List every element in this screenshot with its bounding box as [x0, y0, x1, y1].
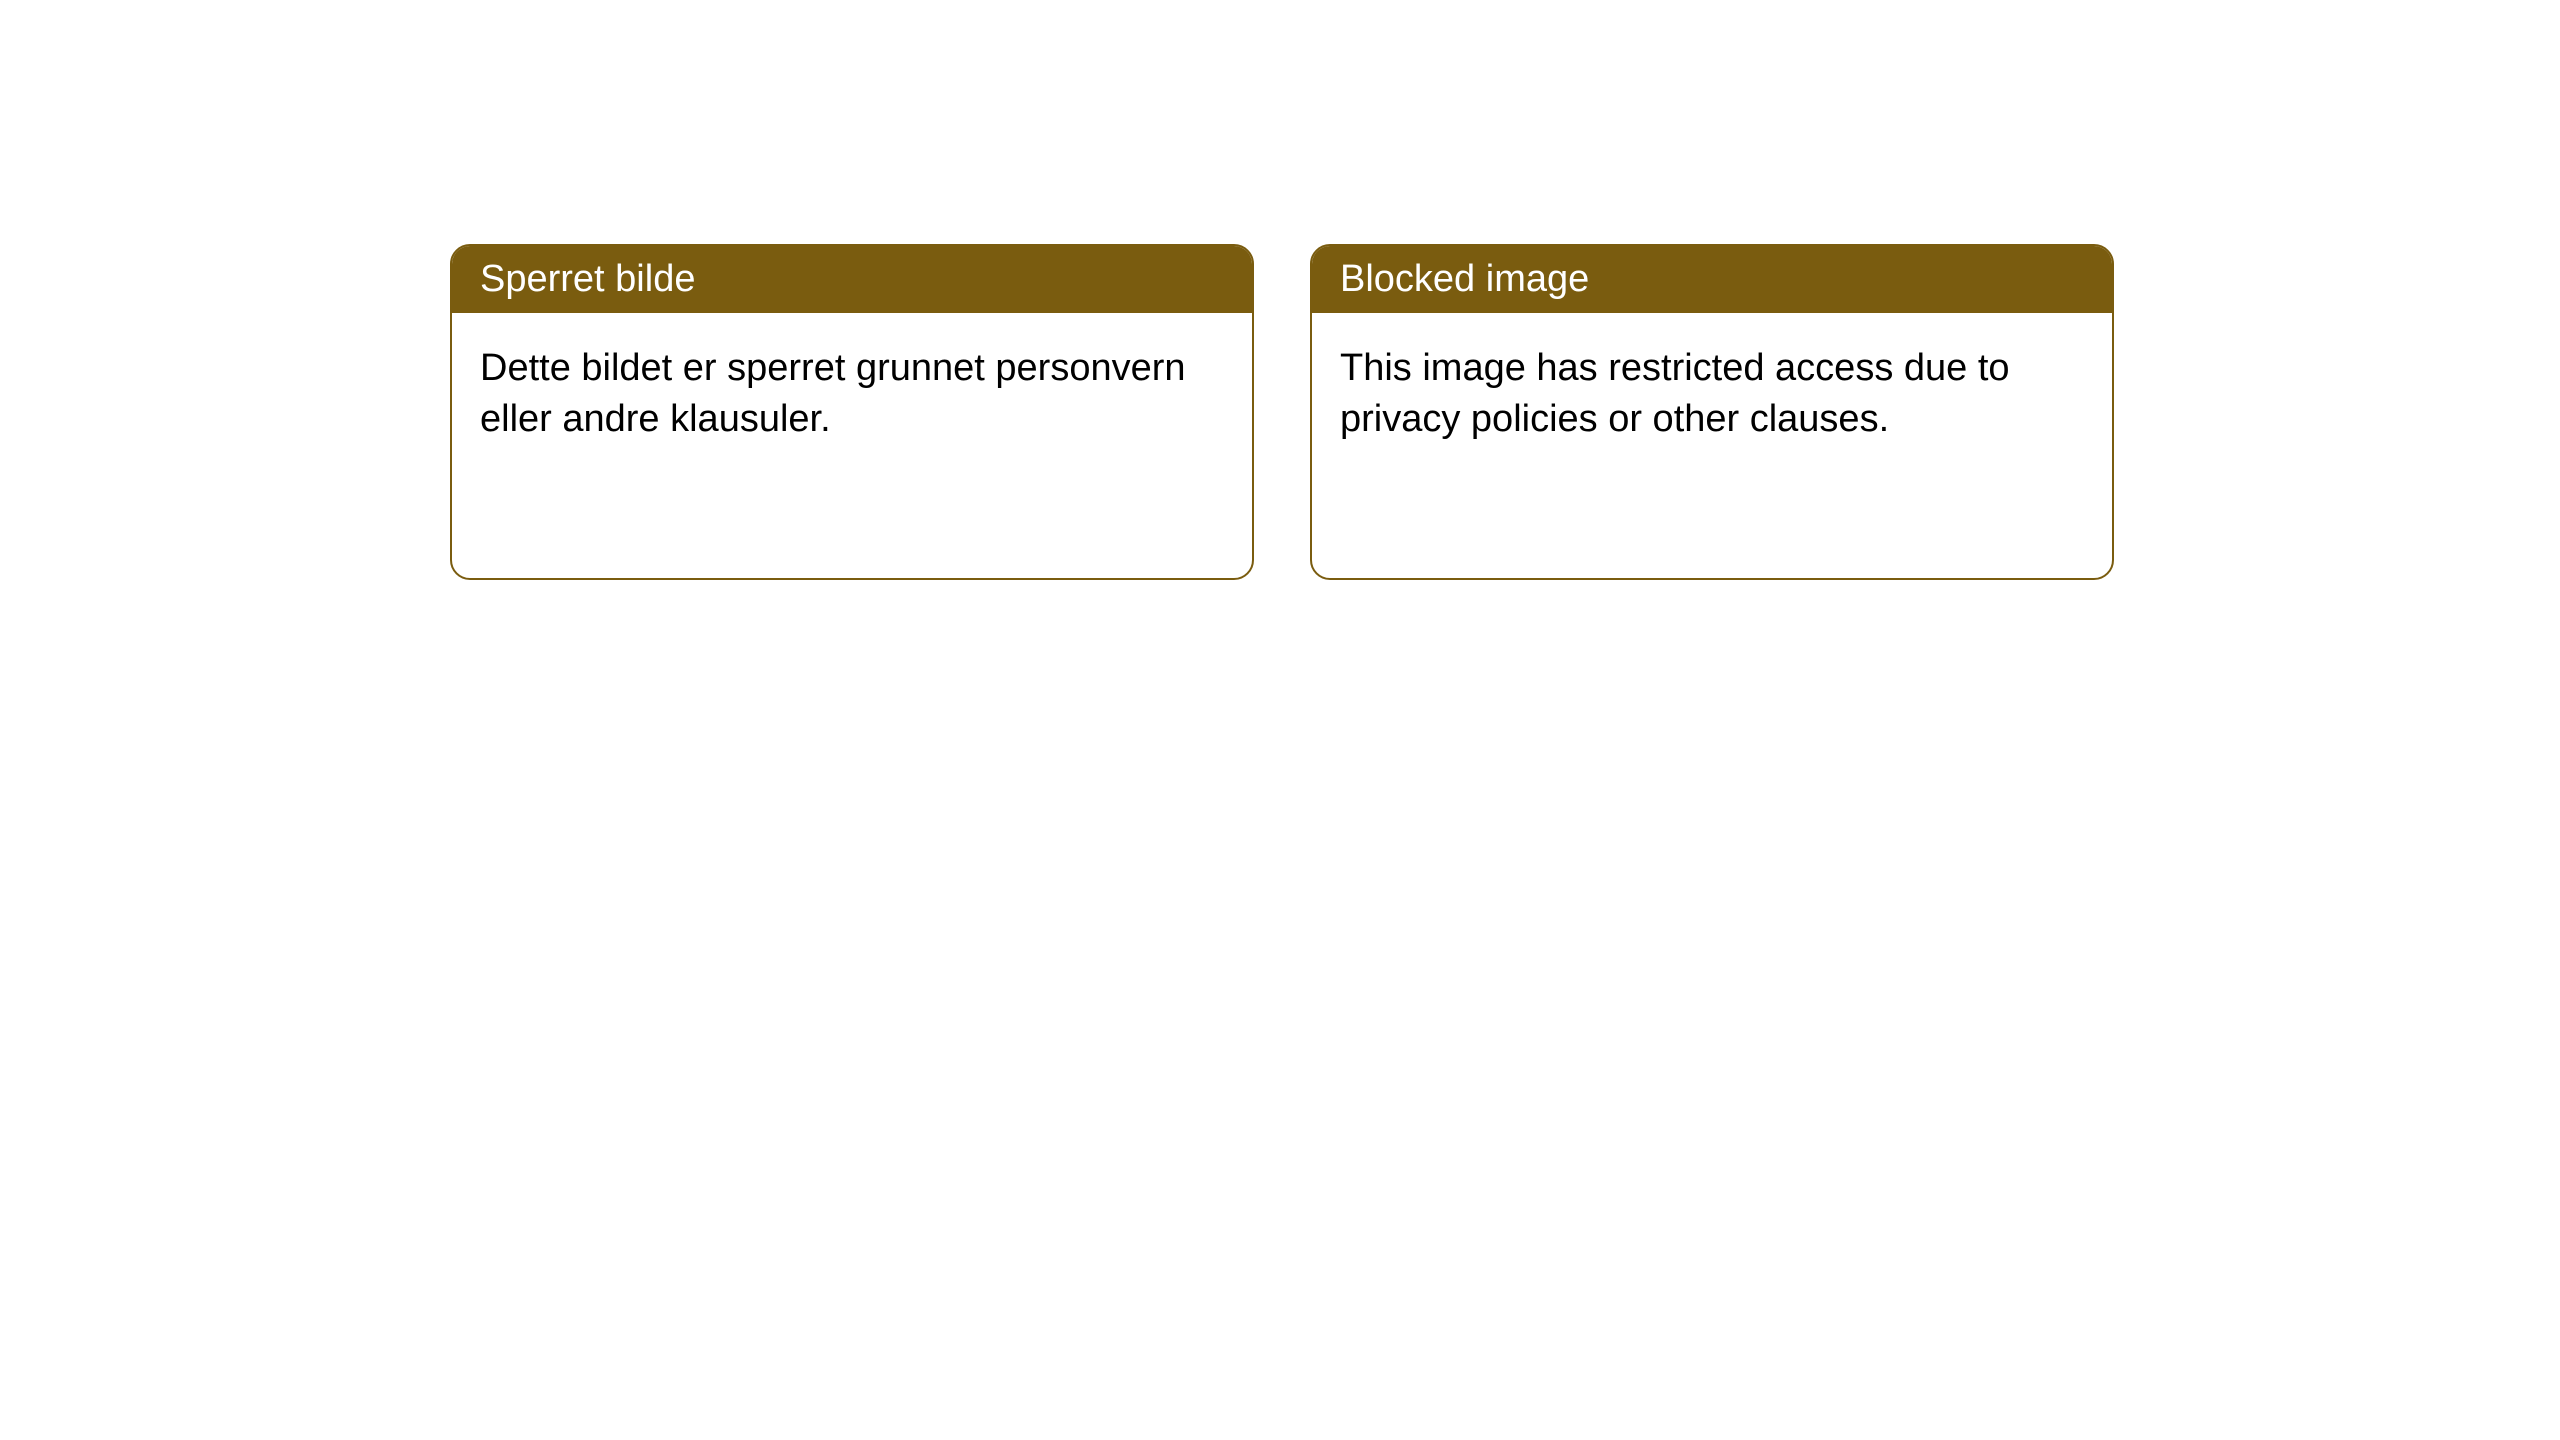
- notice-body-english: This image has restricted access due to …: [1312, 313, 2112, 476]
- notice-card-english: Blocked image This image has restricted …: [1310, 244, 2114, 580]
- notice-body-norwegian: Dette bildet er sperret grunnet personve…: [452, 313, 1252, 476]
- notice-title-english: Blocked image: [1312, 246, 2112, 313]
- notice-container: Sperret bilde Dette bildet er sperret gr…: [450, 244, 2114, 580]
- notice-title-norwegian: Sperret bilde: [452, 246, 1252, 313]
- notice-card-norwegian: Sperret bilde Dette bildet er sperret gr…: [450, 244, 1254, 580]
